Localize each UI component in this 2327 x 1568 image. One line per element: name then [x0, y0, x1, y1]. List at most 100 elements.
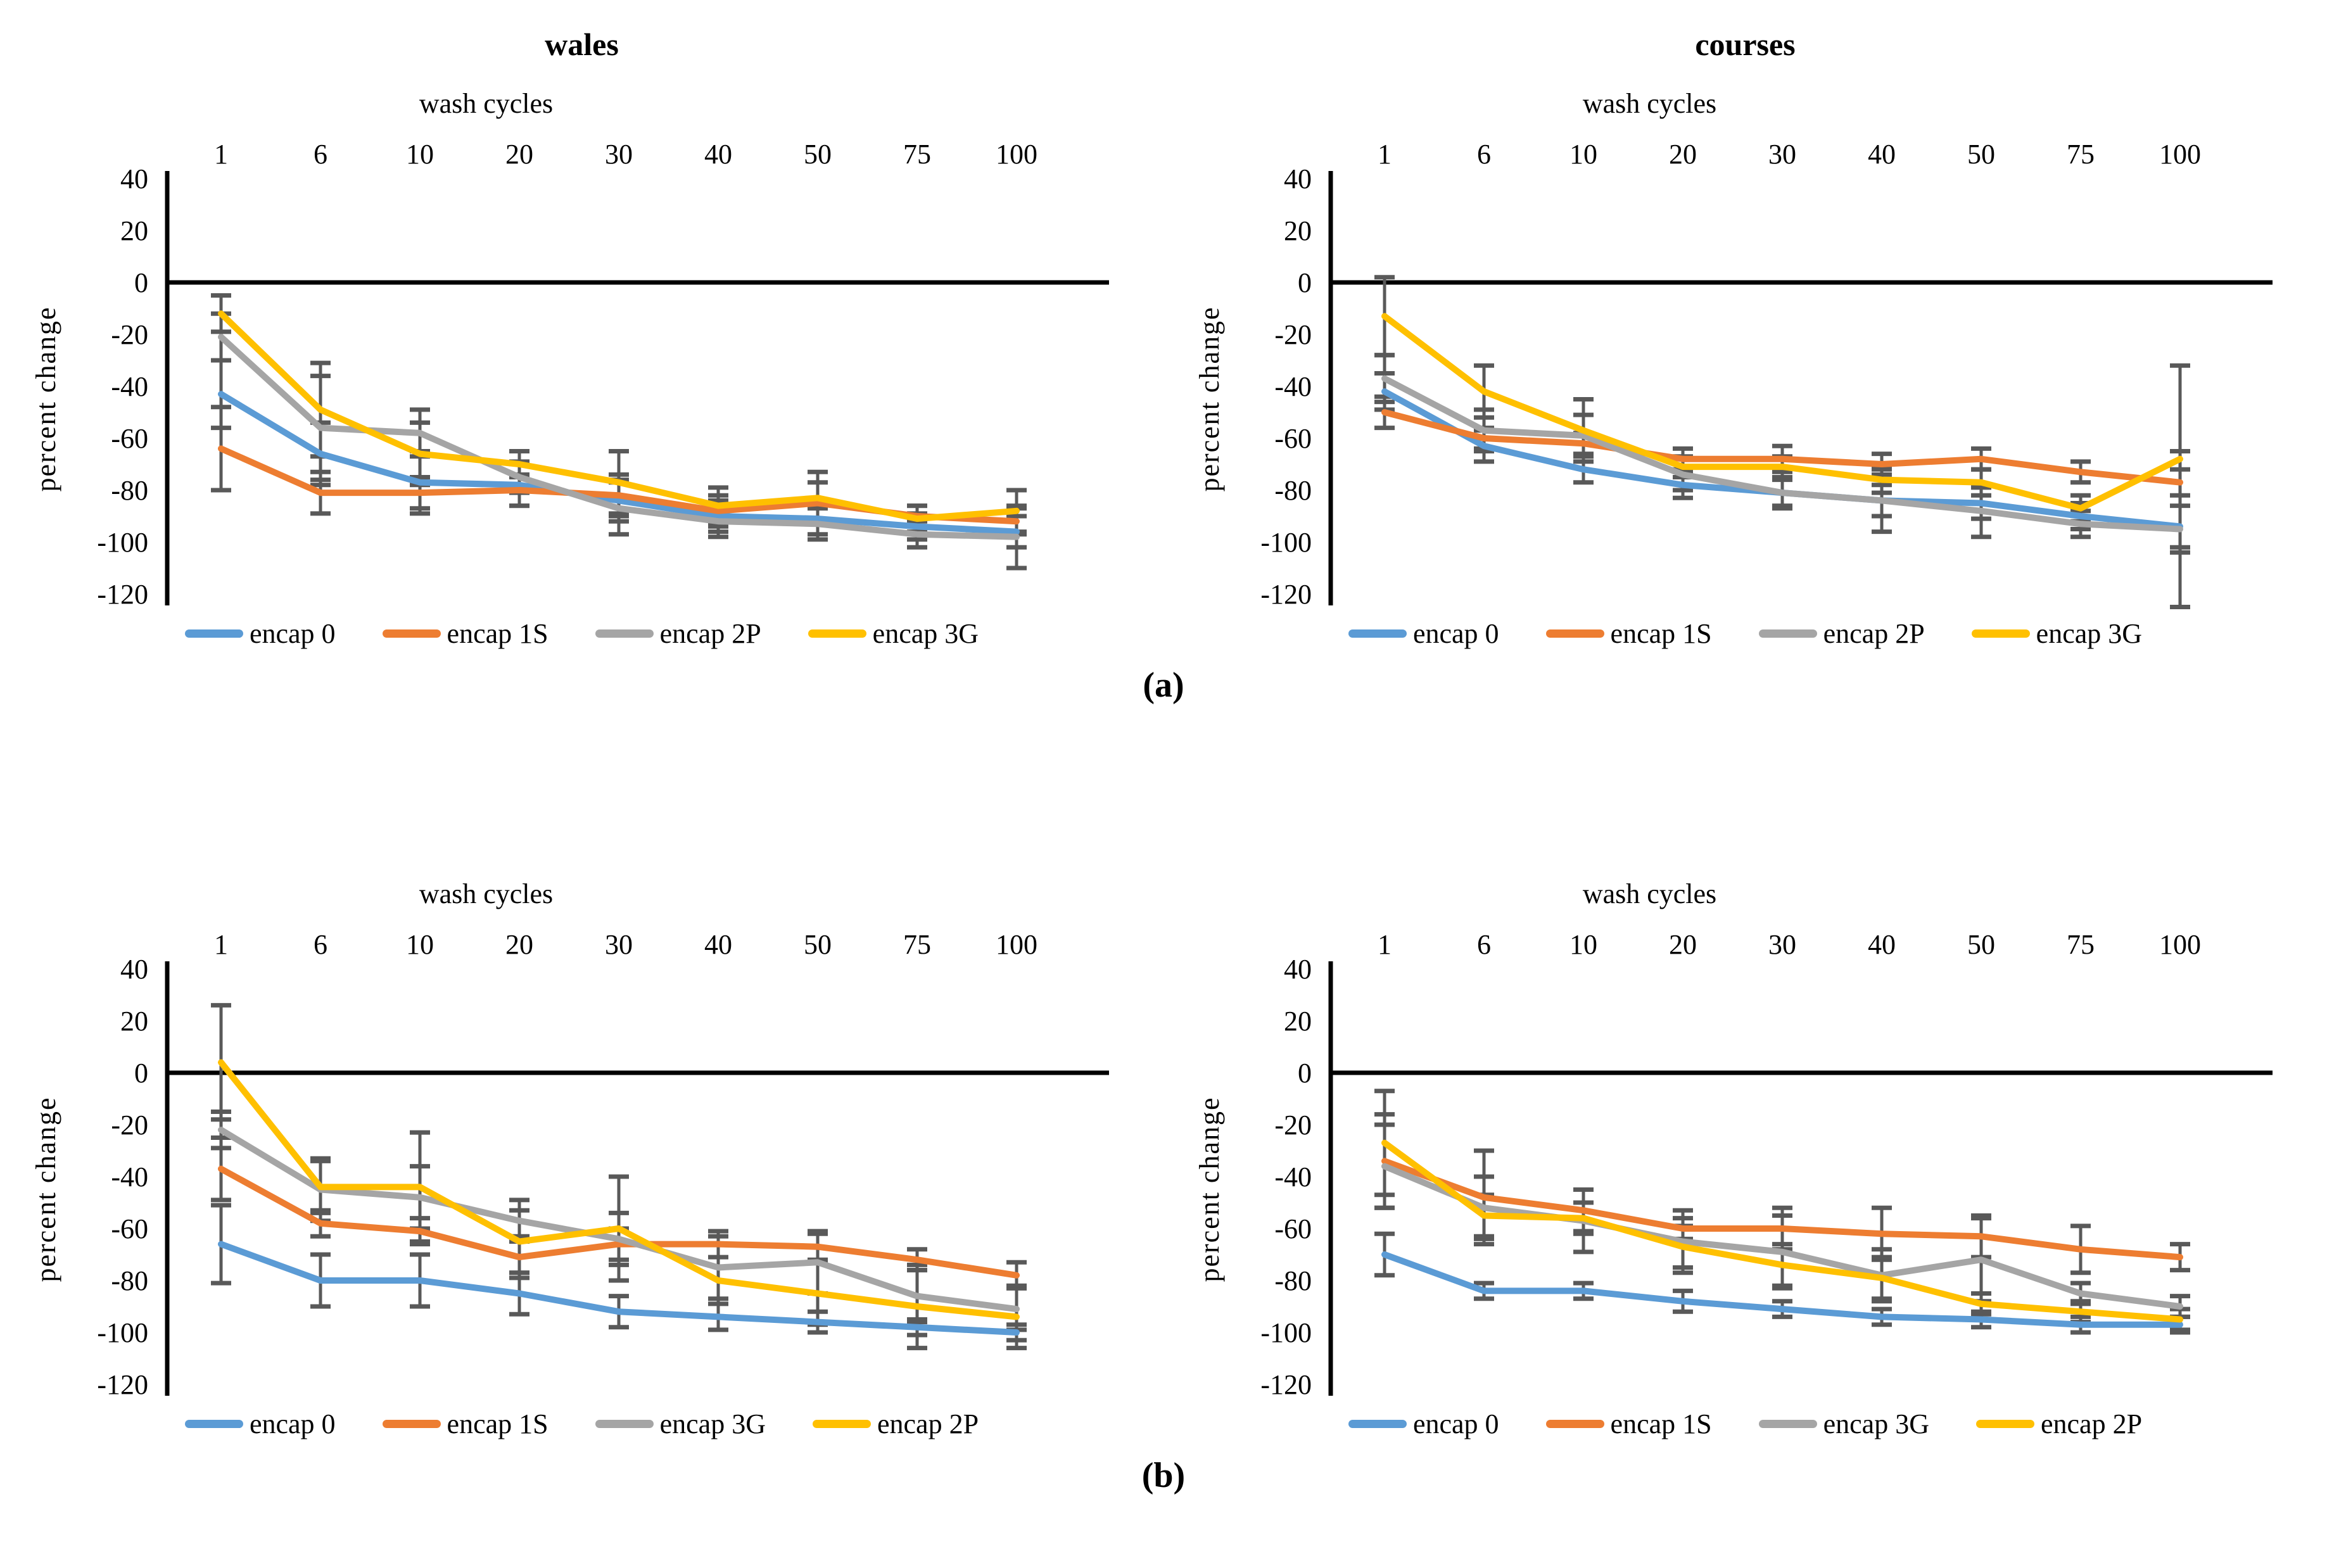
x-tick-label: 20	[505, 929, 533, 960]
y-tick-label: 20	[1284, 1006, 1312, 1037]
legend-swatch	[1348, 629, 1407, 638]
x-tick-label: 75	[903, 139, 931, 170]
legend-item-encap-2P: encap 2P	[1758, 617, 1925, 650]
series-line-encap-3G	[1381, 313, 2183, 512]
legend-item-encap-3G: encap 3G	[808, 617, 979, 650]
legend-label: encap 2P	[1823, 617, 1925, 649]
y-tick-label: -60	[111, 423, 148, 454]
y-tick-label: -120	[97, 579, 148, 610]
x-axis-title: wash cycles	[1582, 878, 1716, 909]
x-tick-label: 6	[1477, 139, 1491, 170]
chart-panel-wales-a: wales wash cycles 1 6 10 20 30 40 50 75 100 40 20 0 -…	[0, 9, 1164, 652]
chart-panel-courses-a: courses wash cycles 1 6 10 20 30 40 50 75 100 40 20…	[1164, 9, 2327, 652]
panel-label-b: (b)	[1141, 1456, 1186, 1495]
y-axis-title: percent change	[30, 306, 61, 491]
x-tick-label: 50	[804, 139, 832, 170]
legend-label: encap 3G	[872, 617, 979, 649]
y-tick-label: -20	[111, 319, 148, 350]
line-plot-wales-a: wash cycles 1 6 10 20 30 40 50 75 100 40 20 0 -20 -40 -…	[30, 88, 1109, 610]
legend-courses-a: encap 0 encap 1S encap 2P encap 3G	[1348, 614, 2142, 652]
x-axis-title: wash cycles	[419, 878, 552, 909]
legend-swatch	[382, 1419, 441, 1428]
legend-item-encap-2P: encap 2P	[812, 1408, 979, 1440]
y-tick-label: -80	[111, 475, 148, 506]
y-tick-label: -80	[1274, 475, 1312, 506]
y-tick-label: 0	[134, 267, 148, 298]
legend-item-encap-0: encap 0	[184, 1408, 336, 1440]
legend-swatch	[1758, 1419, 1817, 1428]
chart-title-courses: courses	[1695, 27, 1796, 62]
legend-swatch	[184, 1419, 243, 1428]
series-line-encap-1S	[217, 1165, 1020, 1279]
legend-item-encap-0: encap 0	[1348, 617, 1499, 650]
x-tick-label: 30	[1768, 139, 1796, 170]
legend-label: encap 2P	[659, 617, 761, 649]
x-tick-label: 20	[1669, 139, 1697, 170]
legend-swatch	[184, 629, 243, 638]
series-line-encap-2P	[1381, 375, 2183, 533]
legend-wales-b: encap 0 encap 1S encap 3G encap 2P	[184, 1405, 979, 1443]
y-tick-label: -100	[97, 527, 148, 558]
line-plot-courses-b: wash cycles 1 6 10 20 30 40 50 75 100 40 20 0 -20 -40 -…	[1194, 878, 2273, 1400]
x-tick-label: 100	[2159, 139, 2201, 170]
panel-row-a: wales wash cycles 1 6 10 20 30 40 50 75 100 40 20 0-…	[0, 9, 2327, 652]
legend-swatch	[382, 629, 441, 638]
legend-wales-a: encap 0 encap 1S encap 2P encap 3G	[184, 614, 979, 652]
legend-swatch	[595, 1419, 654, 1428]
y-tick-label: -120	[1260, 579, 1312, 610]
series-line-encap-1S	[1381, 409, 2183, 486]
x-tick-label: 50	[1967, 929, 1995, 960]
legend-label: encap 2P	[877, 1408, 979, 1439]
chart-panel-wales-b: wash cycles 1 6 10 20 30 40 50 75 100 40 20 0 -20 -40 -…	[0, 799, 1164, 1443]
legend-item-encap-2P: encap 2P	[595, 617, 761, 650]
y-tick-label: 0	[1298, 1058, 1312, 1089]
y-tick-label: 20	[120, 1006, 148, 1037]
legend-item-encap-2P: encap 2P	[1975, 1408, 2143, 1440]
y-tick-label: 0	[134, 1058, 148, 1089]
y-tick-label: -60	[1274, 423, 1312, 454]
legend-label: encap 2P	[2040, 1408, 2143, 1439]
y-tick-label: 40	[120, 954, 148, 985]
x-tick-label: 100	[2159, 929, 2201, 960]
error-bars-encap-3G	[1374, 275, 2190, 555]
legend-item-encap-1S: encap 1S	[1545, 1408, 1712, 1440]
panel-label-a: (a)	[1143, 666, 1184, 705]
series-line-encap-1S	[1381, 1158, 2183, 1261]
legend-swatch	[808, 629, 866, 638]
series-line-encap-3G	[217, 310, 1020, 522]
y-tick-label: -40	[111, 371, 148, 402]
legend-label: encap 0	[1412, 617, 1499, 649]
legend-label: encap 0	[249, 1408, 336, 1439]
y-axis-title: percent change	[1194, 1096, 1225, 1282]
series-line-encap-0	[1381, 1251, 2183, 1328]
y-tick-label: 20	[1284, 215, 1312, 246]
legend-label: encap 3G	[2036, 617, 2143, 649]
y-tick-label: 40	[1284, 163, 1312, 194]
y-tick-label: -100	[97, 1317, 148, 1348]
legend-item-encap-0: encap 0	[1348, 1408, 1499, 1440]
y-tick-label: -60	[111, 1213, 148, 1244]
y-tick-label: -120	[1260, 1369, 1312, 1400]
y-tick-label: -100	[1260, 1317, 1312, 1348]
x-tick-label: 40	[704, 139, 732, 170]
y-tick-label: -100	[1260, 527, 1312, 558]
x-tick-label: 1	[1378, 929, 1392, 960]
legend-swatch	[595, 629, 654, 638]
legend-label: encap 3G	[1823, 1408, 1929, 1439]
y-tick-label: -40	[1274, 371, 1312, 402]
legend-swatch	[1758, 629, 1817, 638]
line-plot-wales-b: wash cycles 1 6 10 20 30 40 50 75 100 40 20 0 -20 -40 -…	[30, 878, 1109, 1400]
x-tick-label: 50	[1967, 139, 1995, 170]
y-tick-label: -80	[1274, 1265, 1312, 1296]
chart-panel-courses-b: wash cycles 1 6 10 20 30 40 50 75 100 40 20 0 -20 -40 -…	[1164, 799, 2327, 1443]
y-tick-label: 20	[120, 215, 148, 246]
x-tick-label: 1	[214, 929, 228, 960]
y-tick-label: -20	[1274, 1110, 1312, 1141]
legend-swatch	[1971, 629, 2030, 638]
y-tick-label: -60	[1274, 1213, 1312, 1244]
legend-item-encap-1S: encap 1S	[1545, 617, 1712, 650]
y-tick-label: -20	[111, 1110, 148, 1141]
x-tick-label: 40	[1868, 139, 1896, 170]
line-plot-courses-a: wash cycles 1 6 10 20 30 40 50 75 100 40 20 0 -20 -40 -…	[1194, 88, 2273, 610]
legend-label: encap 1S	[1610, 1408, 1712, 1439]
